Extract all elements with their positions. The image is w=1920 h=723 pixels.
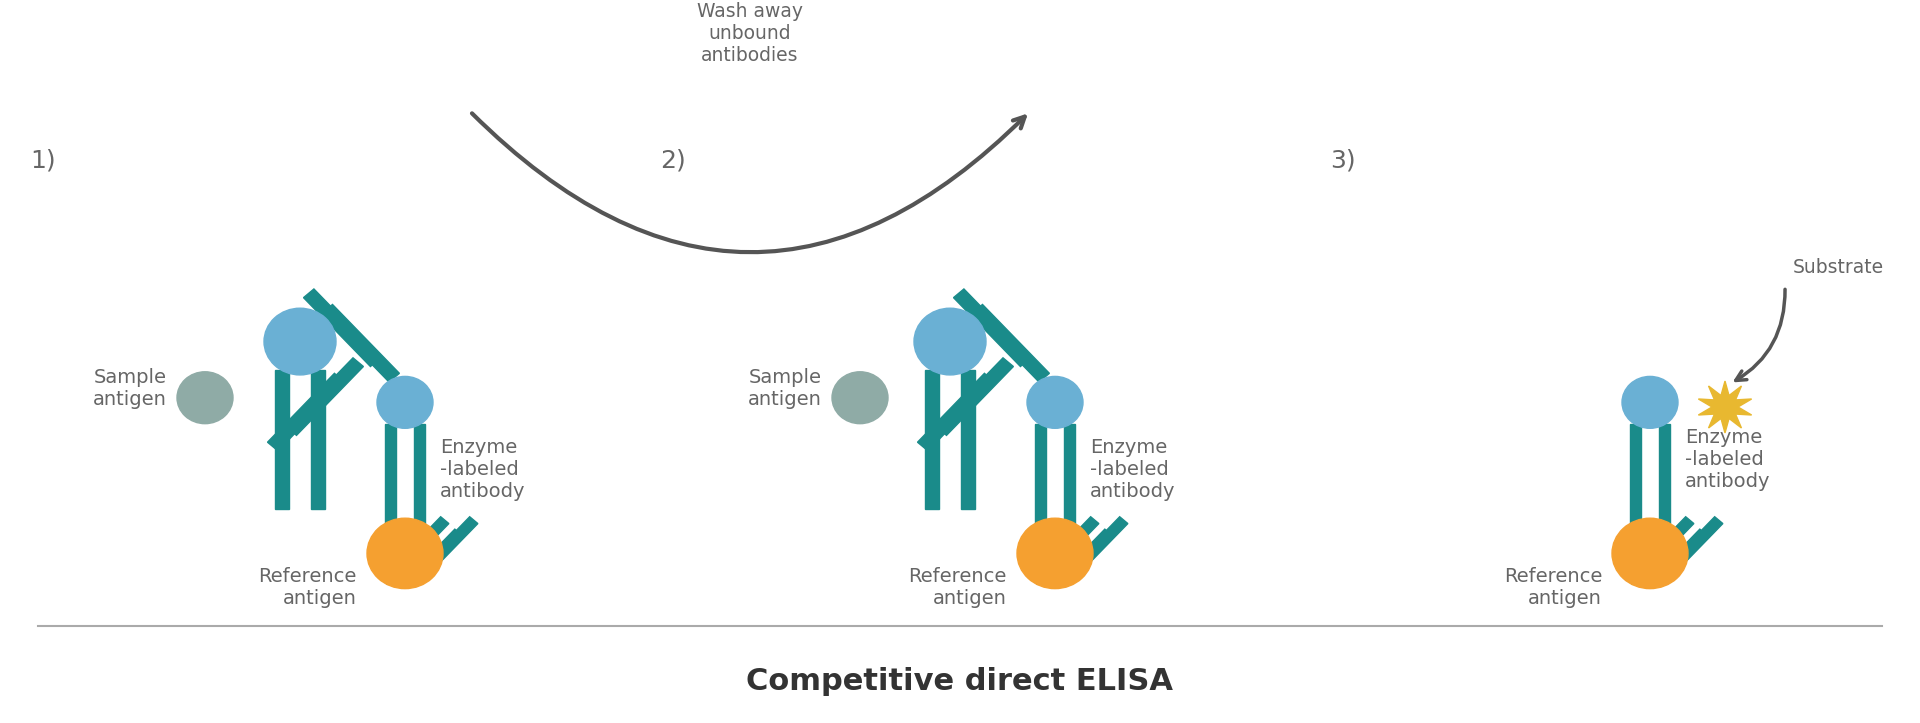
Polygon shape — [972, 304, 1050, 382]
Polygon shape — [954, 289, 1031, 367]
Text: Reference
antigen: Reference antigen — [259, 568, 357, 608]
Circle shape — [1018, 518, 1092, 589]
Text: Competitive direct ELISA: Competitive direct ELISA — [747, 667, 1173, 696]
Circle shape — [367, 518, 444, 589]
Polygon shape — [303, 289, 380, 367]
Polygon shape — [286, 358, 363, 435]
Text: Sample
antigen: Sample antigen — [749, 368, 822, 409]
Bar — [275, 370, 290, 509]
Text: Enzyme
-labeled
antibody: Enzyme -labeled antibody — [1091, 437, 1175, 500]
Polygon shape — [1668, 517, 1722, 572]
Bar — [1035, 424, 1046, 526]
Polygon shape — [1058, 529, 1114, 584]
Polygon shape — [918, 373, 995, 451]
Text: Reference
antigen: Reference antigen — [1503, 568, 1601, 608]
Polygon shape — [1073, 517, 1127, 572]
Bar — [962, 370, 975, 509]
Polygon shape — [394, 517, 449, 572]
Text: Substrate: Substrate — [1793, 258, 1884, 277]
Circle shape — [1613, 518, 1688, 589]
Polygon shape — [422, 517, 478, 572]
Circle shape — [376, 377, 434, 428]
Text: Reference
antigen: Reference antigen — [908, 568, 1006, 608]
Bar — [386, 424, 396, 526]
Bar — [1659, 424, 1670, 526]
Polygon shape — [1624, 529, 1678, 584]
Bar — [925, 370, 939, 509]
Circle shape — [265, 308, 336, 375]
Polygon shape — [407, 529, 463, 584]
Circle shape — [177, 372, 232, 424]
Bar — [1064, 424, 1075, 526]
Text: 1): 1) — [31, 148, 56, 173]
Text: 2): 2) — [660, 148, 685, 173]
Polygon shape — [937, 358, 1014, 435]
Text: Sample
antigen: Sample antigen — [94, 368, 167, 409]
Text: 3): 3) — [1331, 148, 1356, 173]
Polygon shape — [1653, 529, 1709, 584]
Polygon shape — [378, 529, 434, 584]
Polygon shape — [323, 304, 399, 382]
Polygon shape — [267, 373, 346, 451]
Text: Wash away
unbound
antibodies: Wash away unbound antibodies — [697, 2, 803, 65]
Circle shape — [1027, 377, 1083, 428]
Polygon shape — [1699, 381, 1751, 433]
Text: Enzyme
-labeled
antibody: Enzyme -labeled antibody — [440, 437, 526, 500]
Circle shape — [831, 372, 887, 424]
Bar — [1630, 424, 1642, 526]
Polygon shape — [1029, 529, 1085, 584]
Bar — [415, 424, 424, 526]
Bar — [311, 370, 324, 509]
Text: Enzyme
-labeled
antibody: Enzyme -labeled antibody — [1686, 428, 1770, 492]
Polygon shape — [1044, 517, 1098, 572]
Circle shape — [1622, 377, 1678, 428]
Polygon shape — [1640, 517, 1693, 572]
Circle shape — [914, 308, 987, 375]
